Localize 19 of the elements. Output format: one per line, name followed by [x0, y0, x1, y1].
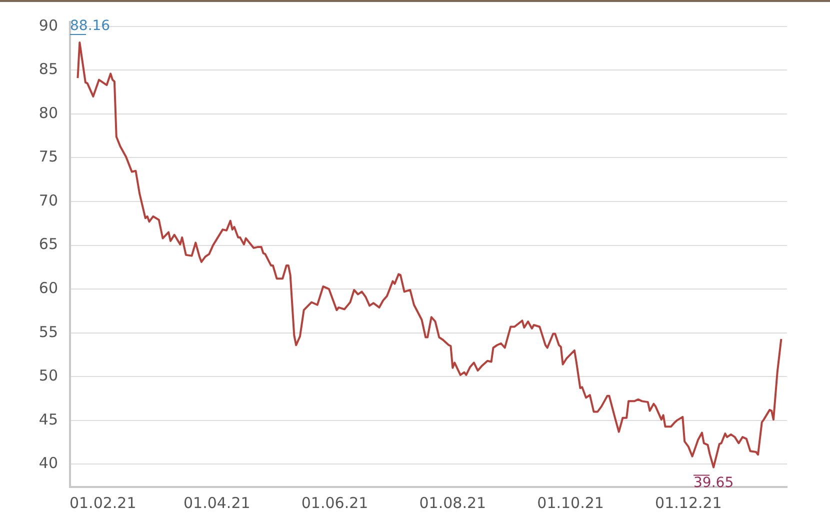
y-tick-label: 60 [38, 278, 58, 297]
x-tick-label: 01.08.21 [419, 494, 486, 512]
y-tick-label: 75 [38, 148, 58, 166]
y-tick-label: 65 [38, 235, 58, 254]
annotation: 39.65 [694, 474, 734, 491]
y-tick-label: 50 [38, 366, 58, 385]
y-tick-label: 70 [38, 191, 58, 210]
x-tick-label: 01.04.21 [183, 494, 250, 512]
y-tick-label: 45 [38, 410, 58, 428]
y-tick-label: 40 [38, 454, 58, 472]
x-tick-label: 01.10.21 [537, 494, 604, 512]
annotation: 88.16 [70, 18, 110, 34]
x-tick-label: 01.02.21 [69, 494, 136, 512]
y-tick-label: 80 [38, 104, 58, 122]
y-tick-label: 85 [38, 60, 58, 78]
x-tick-label: 01.12.21 [655, 494, 722, 512]
y-tick-label: 55 [38, 322, 58, 341]
y-tick-label: 90 [38, 16, 58, 34]
x-tick-label: 01.06.21 [301, 494, 368, 512]
